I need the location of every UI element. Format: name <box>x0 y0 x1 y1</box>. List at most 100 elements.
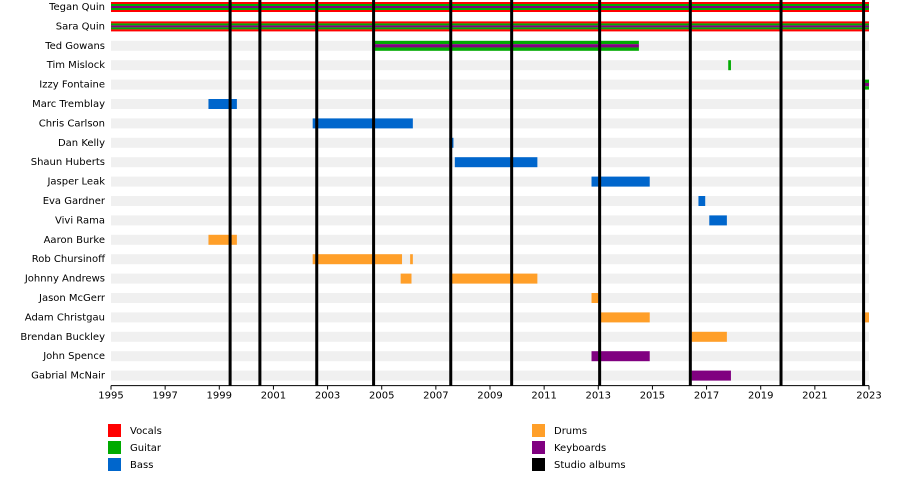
member-label: Johnny Andrews <box>24 274 105 285</box>
bar-segment <box>691 331 727 342</box>
bar-segment <box>312 254 403 265</box>
legend-label: Drums <box>554 426 587 437</box>
member-bar <box>312 254 403 265</box>
x-tick-label: 2019 <box>748 391 773 402</box>
x-tick-label: 2009 <box>477 391 502 402</box>
member-label: Eva Gardner <box>43 196 106 207</box>
row-band <box>111 176 869 187</box>
row-band <box>111 331 869 342</box>
member-label: Ted Gowans <box>44 41 105 52</box>
row-band <box>111 254 869 265</box>
row-band <box>111 293 869 303</box>
bar-segment <box>111 21 869 24</box>
bar-segment <box>454 157 538 168</box>
legend-swatch <box>108 441 121 454</box>
bar-segment <box>410 254 413 265</box>
bar-segment <box>373 44 639 48</box>
member-bar <box>312 118 413 129</box>
bar-segment <box>863 79 869 83</box>
member-label: Shaun Huberts <box>31 157 105 168</box>
member-label: Brendan Buckley <box>20 332 105 343</box>
row-band <box>111 79 869 90</box>
bar-segment <box>111 27 869 30</box>
bar-segment <box>111 23 869 26</box>
member-bar <box>111 21 869 32</box>
x-tick-label: 2023 <box>856 391 881 402</box>
member-label: Sara Quin <box>56 21 105 32</box>
bar-segment <box>591 176 650 187</box>
member-bar <box>449 273 538 284</box>
bar-segment <box>111 6 869 8</box>
bar-segment <box>728 60 731 71</box>
bar-segment <box>400 273 412 284</box>
member-bar <box>400 273 412 284</box>
member-bar <box>863 79 869 90</box>
x-tick-label: 2015 <box>640 391 665 402</box>
bar-segment <box>111 8 869 10</box>
member-label: Tegan Quin <box>48 2 105 13</box>
bar-segment <box>373 47 639 51</box>
bar-segment <box>698 196 706 206</box>
x-tick-label: 1997 <box>152 391 177 402</box>
bar-segment <box>208 99 237 109</box>
member-bar <box>698 196 706 206</box>
bar-segment <box>709 215 727 226</box>
bar-segment <box>449 273 538 284</box>
row-band <box>111 215 869 226</box>
row-band <box>111 99 869 109</box>
legend-swatch <box>108 424 121 437</box>
legend-swatch <box>108 458 121 471</box>
member-label: Vivi Rama <box>55 215 105 226</box>
member-bar <box>410 254 413 265</box>
member-bar <box>208 99 237 109</box>
x-tick-label: 2021 <box>802 391 827 402</box>
bar-segment <box>111 29 869 32</box>
bar-segment <box>863 82 869 87</box>
member-bar <box>691 370 731 381</box>
member-bar <box>862 312 869 323</box>
member-bar <box>111 2 869 12</box>
bar-segment <box>373 40 639 45</box>
member-label: Tim Mislock <box>46 60 106 71</box>
member-bar <box>691 331 727 342</box>
legend-label: Studio albums <box>554 460 626 471</box>
member-label: Gabrial McNair <box>31 371 106 382</box>
x-tick-label: 2003 <box>315 391 340 402</box>
legend-swatch <box>532 424 545 437</box>
bar-segment <box>691 370 731 381</box>
member-bar <box>709 215 727 226</box>
member-bar <box>591 176 650 187</box>
row-band <box>111 196 869 206</box>
bar-segment <box>111 25 869 28</box>
x-tick-label: 2005 <box>369 391 394 402</box>
x-tick-label: 2011 <box>531 391 556 402</box>
row-band <box>111 60 869 71</box>
bar-segment <box>312 118 413 129</box>
member-bar <box>454 157 538 168</box>
bar-segment <box>111 10 869 12</box>
row-band <box>111 118 869 129</box>
x-tick-label: 1995 <box>98 391 123 402</box>
row-band <box>111 234 869 245</box>
member-label: Izzy Fontaine <box>39 80 105 91</box>
bar-segment <box>863 86 869 90</box>
member-label: Chris Carlson <box>39 118 105 129</box>
member-label: Rob Chursinoff <box>32 254 106 265</box>
member-label: Aaron Burke <box>44 235 105 246</box>
row-band <box>111 312 869 323</box>
legend-label: Keyboards <box>554 443 606 454</box>
member-bar <box>591 351 650 362</box>
member-label: Jason McGerr <box>38 293 106 304</box>
bar-segment <box>111 2 869 4</box>
member-bar <box>591 293 599 303</box>
x-tick-label: 2017 <box>694 391 719 402</box>
bar-segment <box>599 312 650 323</box>
legend-label: Bass <box>130 460 153 471</box>
legend-label: Guitar <box>130 443 162 454</box>
bar-segment <box>862 312 869 323</box>
member-label: Jasper Leak <box>46 177 105 188</box>
member-bar <box>208 234 237 245</box>
legend-swatch <box>532 458 545 471</box>
x-tick-label: 2007 <box>423 391 448 402</box>
member-label: John Spence <box>42 351 105 362</box>
